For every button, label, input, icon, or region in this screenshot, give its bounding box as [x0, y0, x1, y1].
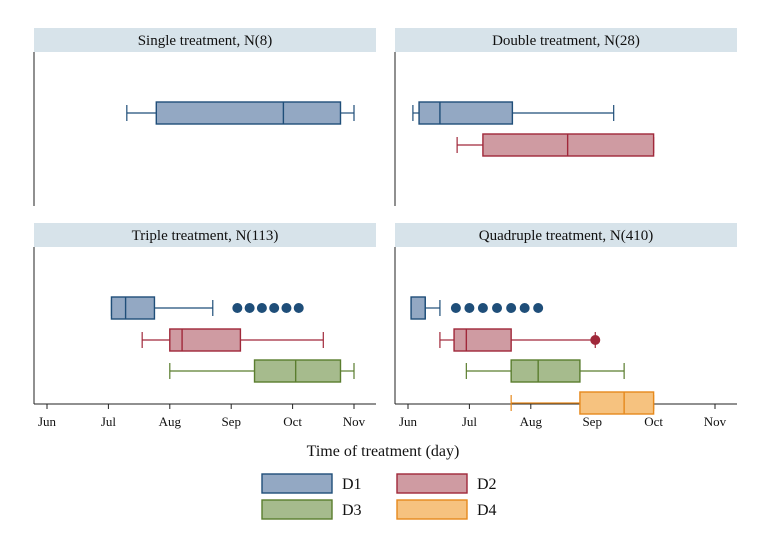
x-tick-label: Oct: [644, 414, 663, 429]
x-tick-label: Jul: [101, 414, 117, 429]
outlier-point: [269, 303, 280, 313]
x-tick-label: Jul: [462, 414, 478, 429]
panel-title: Single treatment, N(8): [138, 33, 273, 49]
legend-label: D1: [342, 476, 362, 493]
iqr-box: [253, 359, 342, 383]
legend-label: D4: [477, 502, 497, 519]
x-tick-label: Aug: [520, 414, 543, 429]
iqr-box: [155, 101, 342, 125]
outlier-point: [492, 303, 503, 313]
legend: D1 D2 D3 D4: [261, 473, 497, 520]
legend-swatch: [396, 473, 468, 494]
panel-title-band: [395, 223, 737, 247]
iqr-box: [110, 296, 156, 320]
outlier-point: [519, 303, 530, 313]
box-D2: [439, 328, 601, 352]
x-tick-label: Jun: [399, 414, 418, 429]
x-tick-label: Nov: [704, 414, 727, 429]
box-D1: [126, 101, 355, 125]
box-D2: [141, 328, 324, 352]
box-D1: [410, 296, 544, 320]
panel-4: Quadruple treatment, N(410) Jun Jul Aug Sep O…: [394, 223, 737, 429]
x-axis-title: Time of treatment (day): [307, 443, 460, 460]
outlier-point: [281, 303, 292, 313]
outlier-point: [450, 303, 461, 313]
panel-1: Single treatment, N(8): [33, 28, 376, 206]
x-tick-label: Sep: [221, 414, 241, 429]
iqr-box: [169, 328, 242, 352]
panel-2: Double treatment, N(28): [394, 28, 737, 206]
legend-swatch: [261, 473, 333, 494]
iqr-box: [579, 391, 655, 415]
iqr-box: [410, 296, 426, 320]
panel-title-band: [34, 28, 376, 52]
panel-3: Triple treatment, N(113) Jun Jul Aug Sep Oct N…: [33, 223, 376, 429]
panel-title: Double treatment, N(28): [492, 33, 640, 49]
panel-title-band: [34, 223, 376, 247]
legend-item-D2: D2: [396, 473, 497, 494]
legend-swatch: [261, 499, 333, 520]
box-D2: [456, 133, 655, 157]
iqr-box: [510, 359, 581, 383]
outlier-point: [244, 303, 255, 313]
outlier-point: [232, 303, 243, 313]
x-tick-label: Nov: [343, 414, 366, 429]
x-tick-label: Jun: [38, 414, 57, 429]
iqr-box: [453, 328, 512, 352]
outlier-point: [293, 303, 304, 313]
legend-label: D3: [342, 502, 362, 519]
legend-item-D4: D4: [396, 499, 497, 520]
legend-item-D1: D1: [261, 473, 362, 494]
legend-label: D2: [477, 476, 497, 493]
box-D4: [510, 391, 655, 415]
box-D3: [169, 359, 355, 383]
panel-title: Quadruple treatment, N(410): [479, 228, 654, 244]
legend-item-D3: D3: [261, 499, 362, 520]
outlier-point: [533, 303, 544, 313]
outlier-point: [256, 303, 267, 313]
box-D1: [110, 296, 304, 320]
panel-title: Triple treatment, N(113): [132, 228, 279, 244]
outlier-point: [464, 303, 475, 313]
box-D1: [412, 101, 615, 125]
x-tick-label: Aug: [159, 414, 182, 429]
iqr-box: [418, 101, 514, 125]
outlier-point: [506, 303, 517, 313]
box-D3: [465, 359, 625, 383]
outlier-point: [477, 303, 488, 313]
x-tick-label: Sep: [582, 414, 602, 429]
panel-title-band: [395, 28, 737, 52]
outlier-point: [590, 335, 601, 345]
legend-swatch: [396, 499, 468, 520]
x-tick-label: Oct: [283, 414, 302, 429]
